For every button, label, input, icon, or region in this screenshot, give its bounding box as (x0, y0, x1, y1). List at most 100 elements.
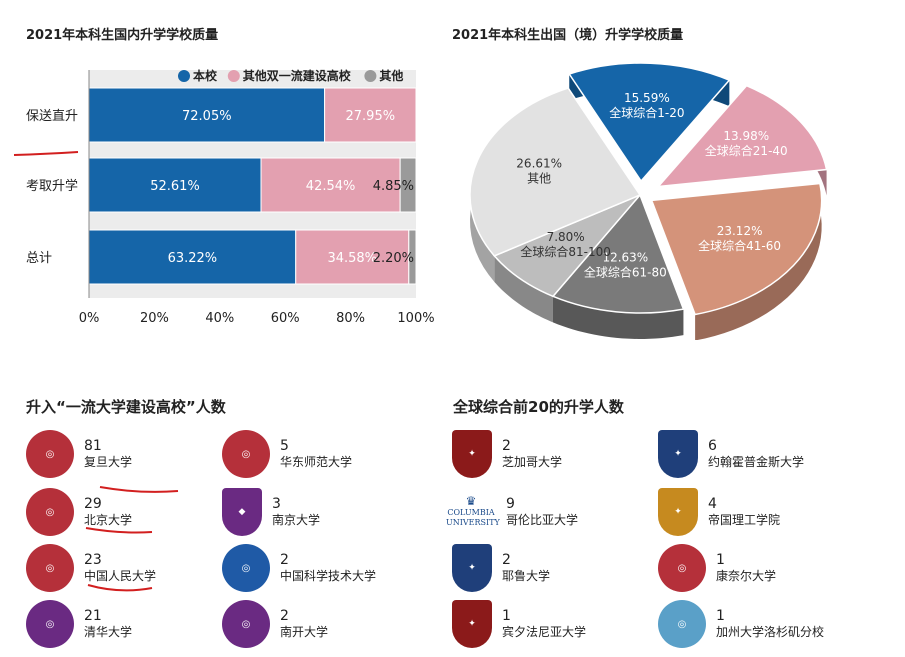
pie-percent-label: 12.63% (602, 250, 648, 264)
uni-name: 哥伦比亚大学 (506, 513, 579, 527)
pie-percent-label: 23.12% (717, 224, 763, 238)
pie-percent-label: 15.59% (624, 91, 670, 105)
ecnu-logo-icon: ◎ (222, 430, 270, 478)
uni-item-ecnu: ◎ 5 华东师范大学 (222, 428, 352, 480)
bar-data-label: 52.61% (150, 179, 200, 194)
uni-name: 华东师范大学 (280, 455, 353, 469)
bar-category-label: 考取升学 (26, 178, 78, 194)
legend-marker (178, 70, 190, 82)
uni-name: 约翰霍普金斯大学 (708, 455, 805, 469)
ucla-logo-icon: ◎ (658, 600, 706, 648)
bar-x-tick-label: 60% (271, 311, 300, 326)
uni-name: 中国科学技术大学 (280, 569, 377, 583)
uni-count: 23 (84, 552, 102, 568)
bar-data-label: 4.85% (373, 179, 414, 194)
pie-slice-label: 全球综合81-100 (520, 244, 611, 259)
chicago-logo-icon: ✦ (452, 430, 492, 478)
pie-slice-label: 全球综合61-80 (584, 264, 667, 279)
pie-slice (551, 193, 685, 314)
uni-item-yale: ✦ 2 耶鲁大学 (452, 542, 550, 594)
bar-segment (324, 87, 417, 143)
charts-canvas: 72.05% 27.95% 保送直升 52.61% 42.54% 4.85% 考取升学 63.… (26, 62, 828, 340)
bar-data-label: 72.05% (182, 109, 232, 124)
uni-name: 南京大学 (272, 513, 321, 527)
uni-item-nju: ◆ 3 南京大学 (222, 486, 320, 538)
legend-label: 其他双一流建设高校 (243, 68, 352, 83)
bar-data-label: 2.20% (373, 251, 414, 266)
pie-slice-label: 全球综合21-40 (705, 143, 788, 158)
legend-marker (227, 70, 240, 82)
columbia-logo-text: COLUMBIA UNIVERSITY (446, 508, 500, 527)
yale-logo-icon: ✦ (452, 544, 492, 592)
pie-slice-side (494, 255, 553, 323)
ruc-logo-icon: ◎ (26, 544, 74, 592)
pie-percent-label: 26.61% (516, 157, 562, 171)
bar-data-label: 42.54% (306, 179, 356, 194)
uni-item-imperial: ✦ 4 帝国理工学院 (658, 486, 780, 538)
uni-count: 1 (502, 608, 511, 624)
uni-count: 6 (708, 438, 717, 454)
pie-slice (568, 62, 731, 183)
pie-percent-label: 7.80% (547, 230, 585, 244)
uni-item-fudan: ◎ 81 复旦大学 (26, 428, 132, 480)
uni-name: 帝国理工学院 (708, 513, 781, 527)
ustc-logo-icon: ◎ (222, 544, 270, 592)
uni-count: 29 (84, 496, 102, 512)
uni-count: 81 (84, 438, 102, 454)
columbia-logo-icon: ♛ COLUMBIA UNIVERSITY (446, 494, 500, 527)
bar-segment (88, 87, 326, 143)
uni-count: 1 (716, 552, 725, 568)
bar-x-tick-label: 80% (336, 311, 365, 326)
cornell-logo-icon: ◎ (658, 544, 706, 592)
uni-name: 北京大学 (84, 513, 133, 527)
upenn-logo-icon: ✦ (452, 600, 492, 648)
bar-category-label: 总计 (26, 251, 52, 266)
uni-item-ustc: ◎ 2 中国科学技术大学 (222, 542, 376, 594)
pku-logo-icon: ◎ (26, 488, 74, 536)
bar-chart-title: 2021年本科生国内升学学校质量 (26, 28, 219, 43)
uni-name: 加州大学洛杉矶分校 (716, 625, 825, 639)
uni-count: 9 (506, 496, 515, 512)
pie-slice (656, 84, 828, 188)
legend-label: 本校 (193, 68, 218, 83)
bar-x-tick-label: 40% (205, 311, 234, 326)
uni-count: 21 (84, 608, 102, 624)
uni-count: 4 (708, 496, 717, 512)
uni-item-columbia: ♛ COLUMBIA UNIVERSITY 9 哥伦比亚大学 (446, 486, 578, 538)
pie-slice-side (695, 183, 822, 340)
uni-item-pku: ◎ 29 北京大学 (26, 486, 132, 538)
bar-x-tick-label: 20% (140, 311, 169, 326)
domestic-section-title: 升入“一流大学建设高校”人数 (26, 398, 226, 416)
uni-item-upenn: ✦ 1 宾夕法尼亚大学 (452, 598, 586, 650)
uni-item-nankai: ◎ 2 南开大学 (222, 598, 328, 650)
bar-segment (88, 229, 297, 285)
nankai-logo-icon: ◎ (222, 600, 270, 648)
uni-item-chicago: ✦ 2 芝加哥大学 (452, 428, 562, 480)
uni-name: 康奈尔大学 (716, 569, 777, 583)
uni-name: 南开大学 (280, 625, 329, 639)
bar-data-label: 27.95% (346, 109, 396, 124)
uni-count: 1 (716, 608, 725, 624)
uni-item-ruc: ◎ 23 中国人民大学 (26, 542, 156, 594)
uni-count: 2 (502, 438, 511, 454)
uni-count: 3 (272, 496, 281, 512)
uni-name: 宾夕法尼亚大学 (502, 625, 587, 639)
bar-category-label: 保送直升 (26, 109, 78, 124)
uni-name: 芝加哥大学 (502, 455, 563, 469)
tsinghua-logo-icon: ◎ (26, 600, 74, 648)
bar-x-tick-label: 100% (397, 311, 434, 326)
bar-data-label: 34.58% (327, 251, 377, 266)
uni-name: 复旦大学 (84, 455, 133, 469)
nju-logo-icon: ◆ (222, 488, 262, 536)
uni-count: 2 (280, 552, 289, 568)
pie-chart-title: 2021年本科生出国（境）升学学校质量 (452, 28, 684, 43)
pie-slice-label: 全球综合41-60 (698, 238, 781, 253)
uni-name: 中国人民大学 (84, 569, 157, 583)
pie-slice (469, 87, 642, 257)
uni-item-ucla: ◎ 1 加州大学洛杉矶分校 (658, 598, 824, 650)
fudan-logo-icon: ◎ (26, 430, 74, 478)
uni-name: 耶鲁大学 (502, 569, 551, 583)
pie-slice-label: 其他 (527, 172, 551, 186)
uni-item-tsinghua: ◎ 21 清华大学 (26, 598, 132, 650)
legend-marker (364, 70, 377, 82)
